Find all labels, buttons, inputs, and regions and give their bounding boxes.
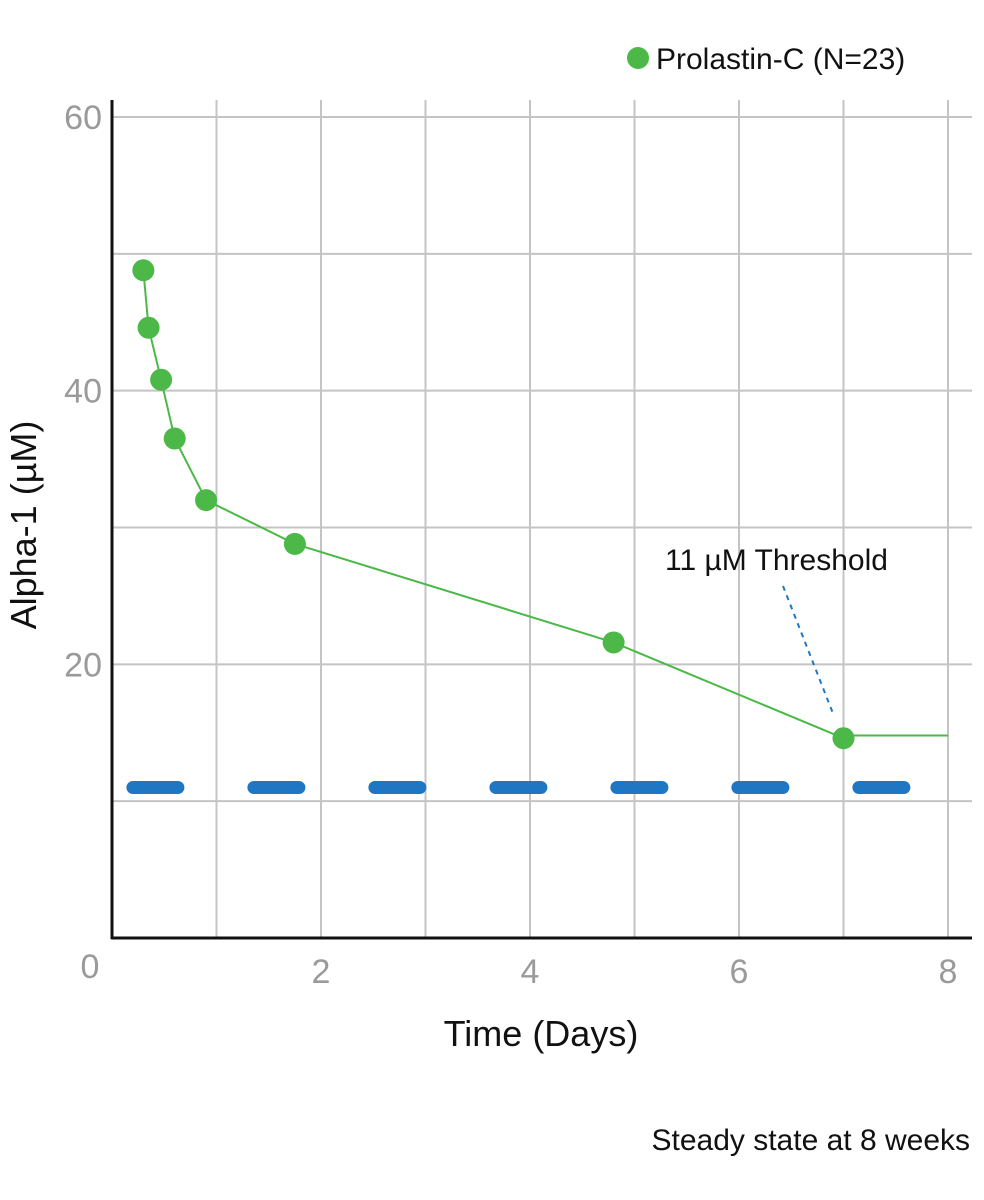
y-tick-label: 20	[64, 646, 102, 684]
tick-labels: 2 4 6 8 0 20 40 60	[64, 99, 957, 991]
data-point	[163, 427, 186, 450]
y-axis-title: Alpha-1 (µM)	[3, 421, 44, 630]
threshold-label: 11 µM Threshold	[665, 544, 888, 577]
threshold-annotation: 11 µM Threshold	[665, 544, 888, 717]
data-point	[137, 316, 160, 339]
x-tick-label: 6	[730, 953, 749, 991]
data-point	[132, 259, 155, 282]
data-point	[602, 631, 625, 654]
data-point	[195, 489, 218, 512]
legend-label: Prolastin-C (N=23)	[656, 43, 905, 76]
data-point	[150, 368, 173, 391]
data-point	[283, 532, 306, 555]
y-tick-label: 0	[81, 948, 100, 986]
legend-marker	[627, 47, 649, 69]
x-tick-label: 8	[939, 953, 958, 991]
threshold-annotation-leader	[782, 585, 835, 717]
grid	[112, 100, 972, 938]
legend: Prolastin-C (N=23)	[627, 43, 905, 76]
series-prolastin-c	[132, 259, 948, 750]
footnote: Steady state at 8 weeks	[651, 1124, 970, 1157]
x-tick-label: 4	[521, 953, 540, 991]
y-tick-label: 40	[64, 373, 102, 411]
data-point	[832, 727, 855, 750]
axes	[110, 100, 972, 940]
x-axis-title: Time (Days)	[444, 1013, 639, 1054]
y-tick-label: 60	[64, 99, 102, 137]
x-tick-label: 2	[312, 953, 331, 991]
